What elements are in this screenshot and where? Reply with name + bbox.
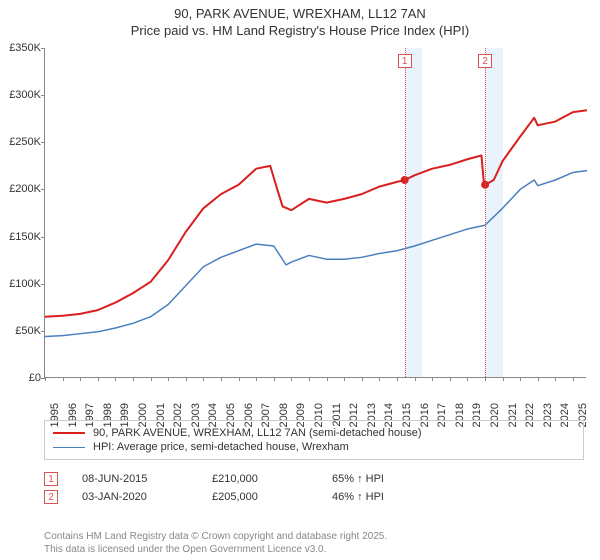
footer-line1: Contains HM Land Registry data © Crown c…: [44, 531, 387, 544]
sale-date-1: 08-JUN-2015: [82, 473, 212, 485]
y-tick-label: £150K: [1, 231, 41, 243]
legend: 90, PARK AVENUE, WREXHAM, LL12 7AN (semi…: [44, 420, 584, 460]
sale-idx-2: 2: [44, 490, 58, 504]
y-tick-label: £100K: [1, 278, 41, 290]
series-line-hpi: [45, 171, 587, 337]
legend-swatch-hpi: [53, 447, 85, 448]
sale-row-2: 2 03-JAN-2020 £205,000 46% ↑ HPI: [44, 490, 584, 504]
legend-row-price-paid: 90, PARK AVENUE, WREXHAM, LL12 7AN (semi…: [53, 427, 575, 439]
y-tick-label: £50K: [1, 325, 41, 337]
y-tick-label: £250K: [1, 136, 41, 148]
legend-label-price-paid: 90, PARK AVENUE, WREXHAM, LL12 7AN (semi…: [93, 427, 422, 439]
chart-svg: [45, 48, 586, 377]
sale-marker-dot: [481, 181, 489, 189]
sale-pct-1: 65% ↑ HPI: [332, 473, 384, 485]
y-tick-label: £350K: [1, 42, 41, 54]
sale-pct-2: 46% ↑ HPI: [332, 491, 384, 503]
sale-marker-box: 1: [398, 54, 412, 68]
legend-row-hpi: HPI: Average price, semi-detached house,…: [53, 441, 575, 453]
y-tick-label: £0: [1, 372, 41, 384]
sale-marker-dot: [401, 176, 409, 184]
legend-swatch-price-paid: [53, 432, 85, 434]
sale-price-2: £205,000: [212, 491, 332, 503]
title-address: 90, PARK AVENUE, WREXHAM, LL12 7AN: [0, 6, 600, 21]
sale-idx-1: 1: [44, 472, 58, 486]
chart-plot-area: £0£50K£100K£150K£200K£250K£300K£350K1995…: [44, 48, 586, 378]
legend-label-hpi: HPI: Average price, semi-detached house,…: [93, 441, 349, 453]
chart-title: 90, PARK AVENUE, WREXHAM, LL12 7AN Price…: [0, 0, 600, 38]
sale-date-2: 03-JAN-2020: [82, 491, 212, 503]
sale-marker-box: 2: [478, 54, 492, 68]
sale-row-1: 1 08-JUN-2015 £210,000 65% ↑ HPI: [44, 472, 584, 486]
footer-attribution: Contains HM Land Registry data © Crown c…: [44, 531, 387, 556]
footer-line2: This data is licensed under the Open Gov…: [44, 544, 387, 557]
y-tick-label: £300K: [1, 89, 41, 101]
sales-table: 1 08-JUN-2015 £210,000 65% ↑ HPI 2 03-JA…: [44, 468, 584, 508]
title-subtitle: Price paid vs. HM Land Registry's House …: [0, 23, 600, 38]
series-line-price-paid: [45, 110, 587, 316]
y-tick-label: £200K: [1, 183, 41, 195]
sale-price-1: £210,000: [212, 473, 332, 485]
